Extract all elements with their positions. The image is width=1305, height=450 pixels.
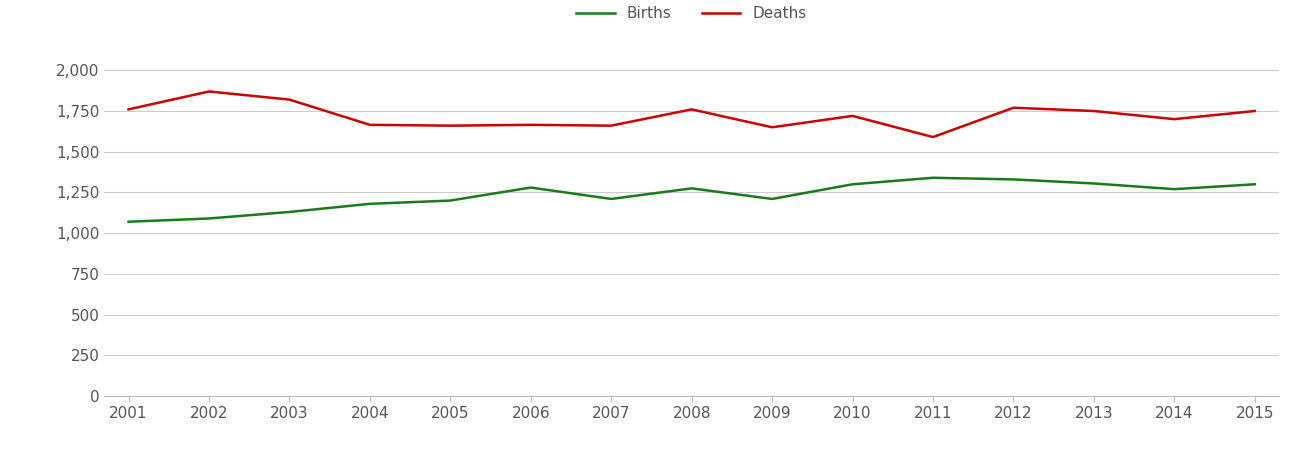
Deaths	[120, 107, 136, 112]
Deaths	[1086, 108, 1101, 114]
Deaths	[844, 113, 860, 119]
Deaths	[684, 107, 699, 112]
Deaths	[1248, 108, 1263, 114]
Line: Deaths: Deaths	[128, 91, 1255, 137]
Births	[361, 201, 377, 207]
Births	[523, 185, 539, 190]
Deaths	[523, 122, 539, 127]
Deaths	[925, 135, 941, 140]
Deaths	[201, 89, 217, 94]
Births	[1086, 181, 1101, 186]
Births	[201, 216, 217, 221]
Births	[1248, 182, 1263, 187]
Line: Births: Births	[128, 178, 1255, 222]
Deaths	[442, 123, 458, 128]
Births	[1006, 177, 1022, 182]
Deaths	[603, 123, 619, 128]
Births	[684, 186, 699, 191]
Deaths	[1006, 105, 1022, 110]
Births	[844, 182, 860, 187]
Deaths	[361, 122, 377, 127]
Births	[120, 219, 136, 225]
Deaths	[765, 125, 780, 130]
Deaths	[1167, 117, 1182, 122]
Legend: Births, Deaths: Births, Deaths	[570, 0, 813, 27]
Births	[925, 175, 941, 180]
Births	[765, 196, 780, 202]
Births	[603, 196, 619, 202]
Births	[1167, 186, 1182, 192]
Births	[442, 198, 458, 203]
Births	[282, 209, 298, 215]
Deaths	[282, 97, 298, 102]
